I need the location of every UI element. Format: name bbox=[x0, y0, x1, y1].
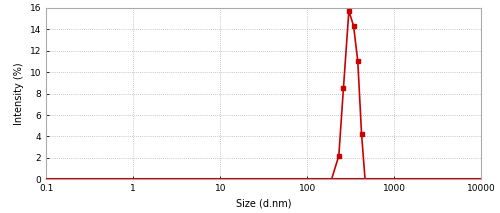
Y-axis label: Intensity (%): Intensity (%) bbox=[14, 62, 24, 125]
X-axis label: Size (d.nm): Size (d.nm) bbox=[236, 199, 292, 209]
